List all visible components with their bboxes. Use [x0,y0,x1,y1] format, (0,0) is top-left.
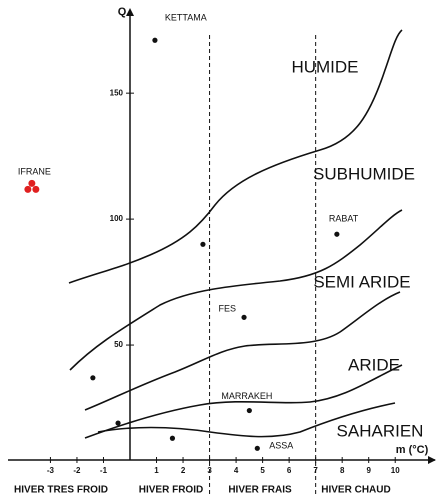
boundary-curve [84,291,401,411]
zone-label: SAHARIEN [337,421,424,440]
station-label: KETTAMA [165,13,207,23]
y-axis-label: Q [118,6,127,18]
x-tick-label: 1 [154,466,159,475]
station-point [254,445,260,451]
winter-label: HIVER FROID [139,485,203,496]
y-tick-label: 150 [110,88,124,97]
x-tick-label: -3 [47,466,55,475]
boundary-curve [68,29,403,284]
zone-label: HUMIDE [291,57,358,76]
station-point [115,420,121,426]
x-tick-label: 6 [287,466,292,475]
y-tick-label: 100 [110,214,124,223]
winter-label: HIVER TRES FROID [14,485,108,496]
station-point [241,314,247,320]
winter-label: HIVER CHAUD [321,485,390,496]
x-tick-label: 8 [340,466,345,475]
zone-label: SEMI ARIDE [313,272,410,291]
station-point [200,241,206,247]
station-point [90,375,96,381]
station-label: FES [219,304,237,314]
station-label: RABAT [329,214,359,224]
x-tick-label: 2 [181,466,186,475]
station-label: IFRANE [18,167,51,177]
station-label: MARRAKEH [221,391,272,401]
winter-label: HIVER FRAIS [228,485,292,496]
zone-label: SUBHUMIDE [313,164,415,183]
x-tick-label: -2 [73,466,81,475]
boundary-curve [84,364,403,439]
y-tick-label: 50 [114,340,123,349]
x-tick-label: 9 [366,466,371,475]
boundary-curve [69,209,403,371]
x-tick-label: 10 [391,466,400,475]
x-axis-label: m (°C) [396,444,429,456]
boundary-curve [97,402,396,438]
station-point [246,407,252,414]
x-tick-label: -1 [100,466,108,475]
station-point [169,435,176,441]
station-point [334,231,340,237]
station-point [152,37,158,43]
x-tick-label: 4 [234,466,239,475]
station-label: ASSA [269,441,293,451]
x-tick-label: 5 [260,466,265,475]
zone-label: ARIDE [348,355,400,374]
station-marker [24,179,40,193]
